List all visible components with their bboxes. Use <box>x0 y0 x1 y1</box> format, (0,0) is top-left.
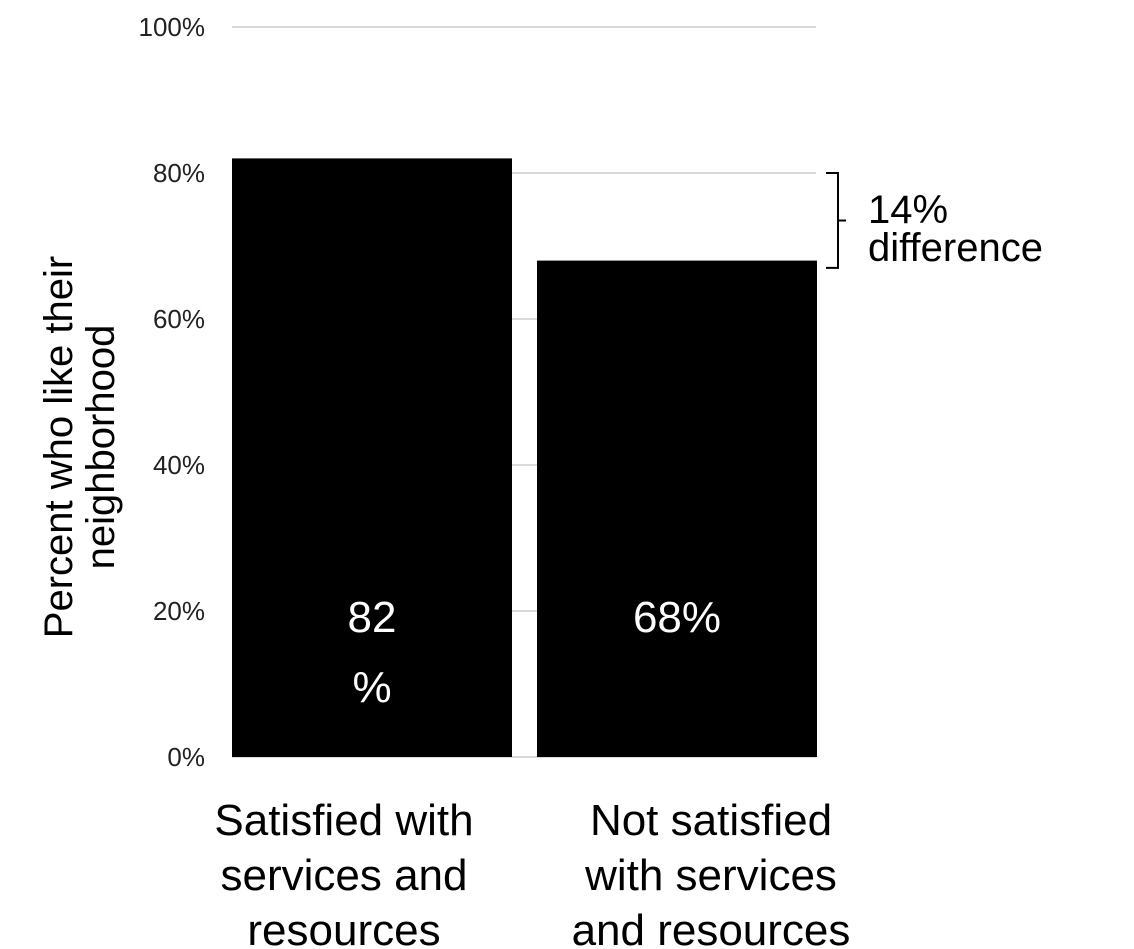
category-label: resources <box>247 906 440 949</box>
bars <box>232 158 817 757</box>
y-tick-label: 80% <box>153 158 205 188</box>
category-label: Not satisfied <box>590 796 832 845</box>
category-label: with services <box>584 851 837 900</box>
difference-bracket <box>826 172 846 269</box>
data-labels: 82% 68% <box>348 593 722 712</box>
y-axis-title-line: Percent who like their <box>37 256 81 638</box>
difference-annotation: 14%difference <box>826 172 1043 270</box>
y-tick-label: 0% <box>167 742 205 772</box>
y-axis-title-line: neighborhood <box>79 325 123 570</box>
category-label: Satisfied with <box>214 796 473 845</box>
difference-label: difference <box>868 226 1043 270</box>
y-tick-label: 100% <box>139 12 206 42</box>
y-tick-label: 60% <box>153 304 205 334</box>
y-axis-title: Percent who like theirneighborhood <box>37 256 123 638</box>
bar <box>232 158 512 757</box>
category-label: services and <box>220 851 467 900</box>
bar <box>537 260 817 757</box>
y-tick-label: 40% <box>153 450 205 480</box>
data-label: % <box>352 663 391 712</box>
data-label: 68% <box>633 593 721 642</box>
data-label: 82 <box>348 593 397 642</box>
category-label: and resources <box>572 906 851 949</box>
x-axis-categories: Satisfied with services and resources Not s… <box>214 796 850 949</box>
difference-label: 14% <box>868 188 948 232</box>
y-axis-ticks: 0% 20% 40% 60% 80% 100% <box>139 12 206 772</box>
y-tick-label: 20% <box>153 596 205 626</box>
